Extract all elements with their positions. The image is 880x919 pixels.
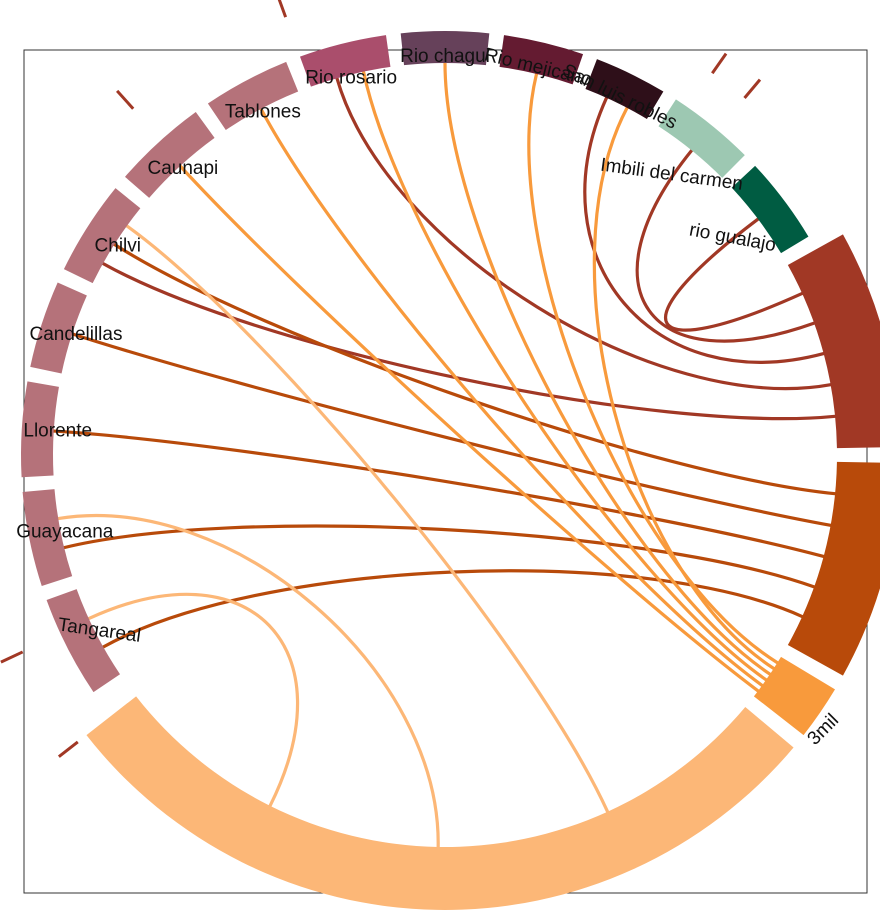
label-tablones: Tablones	[225, 101, 301, 122]
arcs-group	[21, 30, 880, 911]
chord-ribbon	[125, 224, 610, 814]
tick-mark	[711, 52, 728, 75]
tick-mark	[0, 650, 24, 664]
chord-ribbon	[443, 61, 772, 676]
tick-mark	[277, 0, 288, 18]
tick-mark	[116, 89, 135, 110]
arc-rio-rosario	[299, 35, 391, 87]
arc-imbili	[658, 99, 745, 178]
arc-t19	[787, 461, 880, 676]
label-chilvi: Chilvi	[95, 236, 141, 257]
label-llorente: Llorente	[23, 420, 92, 441]
chord-ribbon	[664, 217, 804, 332]
arc-caunapi	[125, 111, 215, 198]
chord-ribbon	[527, 72, 780, 665]
arc-t50	[86, 696, 794, 911]
arc-llorente	[21, 381, 59, 478]
chord-ribbon	[178, 164, 760, 693]
chord-ribbon	[635, 148, 816, 343]
arc-rio-mejicano	[499, 35, 584, 85]
chord-ribbon	[259, 107, 764, 688]
chord-ribbon	[52, 429, 826, 559]
chord-ribbon	[101, 261, 837, 421]
outer-tick-marks	[0, 0, 762, 758]
tick-mark	[743, 78, 762, 99]
chord-ribbon	[101, 569, 804, 649]
arc-rio-gualajo	[731, 165, 809, 254]
arc-chilvi	[63, 188, 141, 284]
ribbons-group	[52, 61, 837, 849]
arc-candelillas	[30, 282, 87, 374]
tick-mark	[57, 740, 79, 758]
chord-ribbon	[335, 76, 833, 391]
chord-ribbon	[70, 332, 833, 527]
chord-ribbon	[62, 524, 816, 589]
arc-tangareal	[46, 589, 121, 693]
label-guayacana: Guayacana	[16, 521, 114, 542]
arc-guayacana	[22, 489, 73, 587]
arc-t24	[787, 234, 880, 449]
chord-ribbon	[592, 106, 776, 671]
chord-ribbon	[112, 242, 837, 496]
arc-rio-chagui	[400, 30, 490, 66]
chord-ribbon	[56, 513, 440, 849]
arc-tablones	[207, 61, 299, 131]
chord-ribbon	[361, 69, 768, 682]
chord-ribbon	[583, 96, 826, 364]
label-caunapi: Caunapi	[147, 158, 218, 179]
arc-t3	[753, 656, 836, 736]
chord-ribbon	[87, 592, 299, 808]
arc-san-luis	[585, 59, 664, 119]
label-rio-chagui: Rio chagui	[400, 46, 490, 67]
label-candelillas: Candelillas	[30, 324, 123, 345]
label-rio-rosario: Rio rosario	[305, 68, 397, 89]
